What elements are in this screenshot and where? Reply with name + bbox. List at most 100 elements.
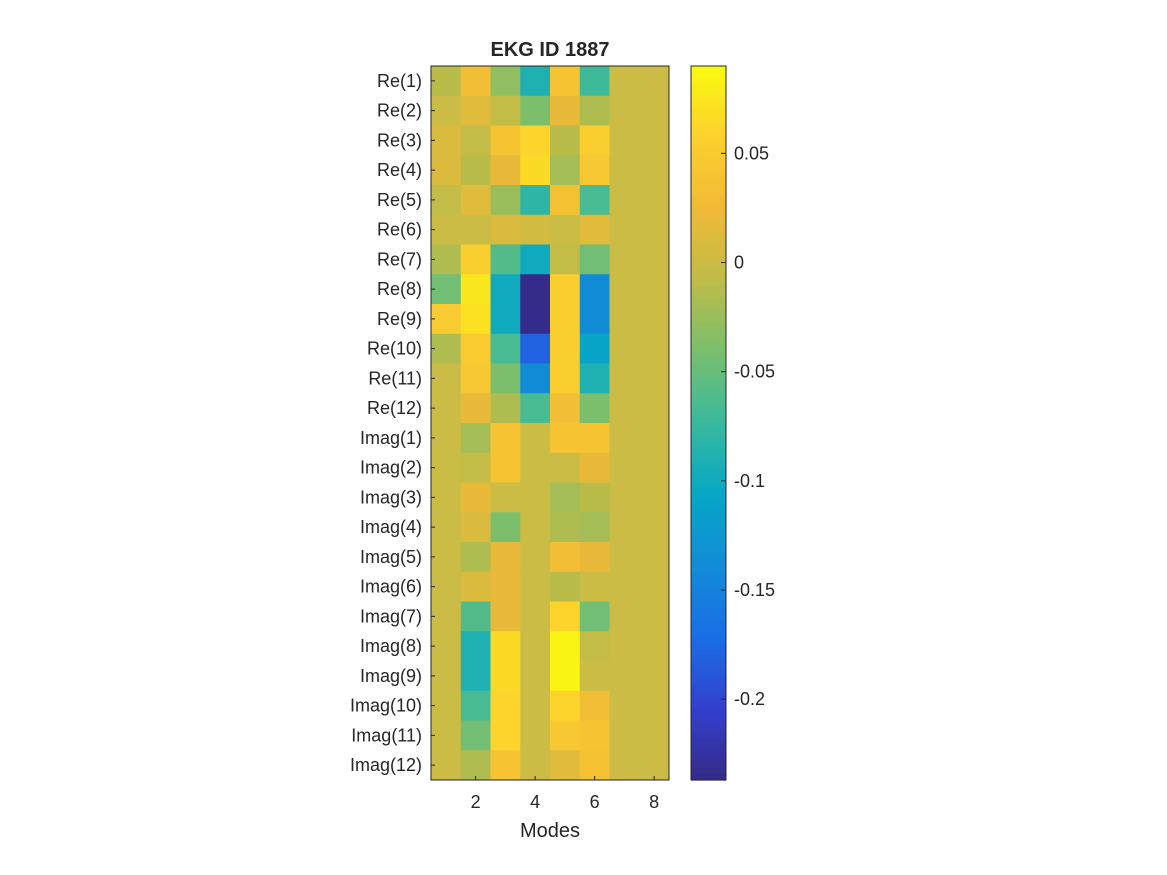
heat-cell <box>490 452 521 483</box>
y-tick-label: Imag(3) <box>360 487 422 507</box>
colorbar-strip <box>691 185 726 192</box>
colorbar-strip <box>691 89 726 97</box>
heat-cell <box>639 185 670 216</box>
heat-cell <box>460 690 491 721</box>
heat-cell <box>431 185 462 216</box>
heat-cell <box>550 244 581 275</box>
colorbar-strip <box>691 202 726 210</box>
heat-cell <box>520 690 551 721</box>
colorbar-strip <box>691 298 726 305</box>
colorbar-strip <box>691 720 726 728</box>
heat-cell <box>490 661 521 692</box>
y-tick-label: Imag(7) <box>360 606 422 626</box>
heat-cell <box>579 363 610 394</box>
colorbar-strip <box>691 238 726 246</box>
colorbar-frame <box>690 65 727 781</box>
x-tick-labels: 2 4 6 8 <box>471 776 659 812</box>
heat-cell <box>490 720 521 751</box>
colorbar-strip <box>691 732 726 739</box>
colorbar-strip <box>691 119 726 127</box>
colorbar-strip <box>691 571 726 579</box>
colorbar-strip <box>691 292 726 299</box>
heat-cell <box>490 631 521 662</box>
heat-cell <box>431 571 462 602</box>
heat-cell <box>550 601 581 632</box>
colorbar-strip <box>691 482 726 490</box>
y-tick-label: Re(12) <box>367 398 422 418</box>
colorbar-strip <box>691 315 726 323</box>
colorbar-strip <box>691 143 726 150</box>
heat-cell <box>460 304 491 335</box>
heat-cell <box>639 750 670 781</box>
heat-cell <box>579 95 610 126</box>
heat-cell <box>639 214 670 245</box>
heat-cell <box>579 750 610 781</box>
heat-cell <box>460 185 491 216</box>
heat-cell <box>520 95 551 126</box>
heat-cell <box>520 452 551 483</box>
heat-cell <box>460 661 491 692</box>
colorbar-strip <box>691 417 726 424</box>
heat-cell <box>609 601 640 632</box>
y-tick-labels: Re(1) Re(2) Re(3) Re(4) Re(5) Re(6) Re(7) Re(8)… <box>350 71 435 775</box>
colorbar-strip <box>691 565 726 573</box>
heat-cell <box>431 423 462 454</box>
colorbar-strip <box>691 220 726 228</box>
heat-cell <box>460 423 491 454</box>
colorbar-strip <box>691 553 726 561</box>
colorbar-strip <box>691 714 726 722</box>
colorbar-strip <box>691 107 726 115</box>
colorbar-strip <box>691 381 726 388</box>
heat-cell <box>431 95 462 126</box>
heat-cell <box>639 423 670 454</box>
colorbar-strip <box>691 530 726 537</box>
colorbar-strip <box>691 173 726 180</box>
heat-cell <box>460 274 491 305</box>
heat-cell <box>609 185 640 216</box>
y-tick-label: Re(5) <box>377 190 422 210</box>
colorbar-strip <box>691 83 726 91</box>
heat-cell <box>520 512 551 543</box>
heat-cell <box>460 214 491 245</box>
heat-cell <box>431 452 462 483</box>
heat-cell <box>490 125 521 156</box>
heat-cell <box>460 542 491 573</box>
heat-cell <box>520 750 551 781</box>
heat-cell <box>550 185 581 216</box>
colorbar-tick-labels: 0.05 0 -0.05 -0.1 -0.15 -0.2 <box>721 143 775 709</box>
colorbar-strip <box>691 268 726 275</box>
heat-cell <box>639 95 670 126</box>
colorbar-strip <box>691 339 726 347</box>
chart-title: EKG ID 1887 <box>491 39 610 61</box>
y-tick-label: Imag(4) <box>360 517 422 537</box>
colorbar-strip <box>691 274 726 281</box>
colorbar-strip <box>691 71 726 79</box>
colorbar-strip <box>691 411 726 418</box>
heat-cell <box>431 393 462 424</box>
colorbar-strip <box>691 226 726 234</box>
colorbar-strip <box>691 357 726 365</box>
heat-cell <box>639 690 670 721</box>
heat-cell <box>520 214 551 245</box>
colorbar-strip <box>691 66 726 73</box>
heat-cell <box>460 482 491 513</box>
colorbar-strip <box>691 702 726 710</box>
heat-cell <box>431 750 462 781</box>
colorbar-strip <box>691 256 726 263</box>
colorbar-strip <box>691 369 726 376</box>
heat-cell <box>520 720 551 751</box>
heat-cell <box>431 720 462 751</box>
heat-cell <box>520 363 551 394</box>
colorbar-strip <box>691 458 726 466</box>
colorbar-strip <box>691 440 726 448</box>
heat-cell <box>609 155 640 186</box>
colorbar-tick-label: 0 <box>734 253 744 273</box>
colorbar-strip <box>691 405 726 412</box>
plot-frame <box>430 65 670 781</box>
heat-cell <box>609 66 640 97</box>
colorbar-strip <box>691 286 726 293</box>
heat-cell <box>550 304 581 335</box>
colorbar-strip <box>691 589 726 597</box>
heat-cell <box>490 304 521 335</box>
heat-cell <box>520 601 551 632</box>
